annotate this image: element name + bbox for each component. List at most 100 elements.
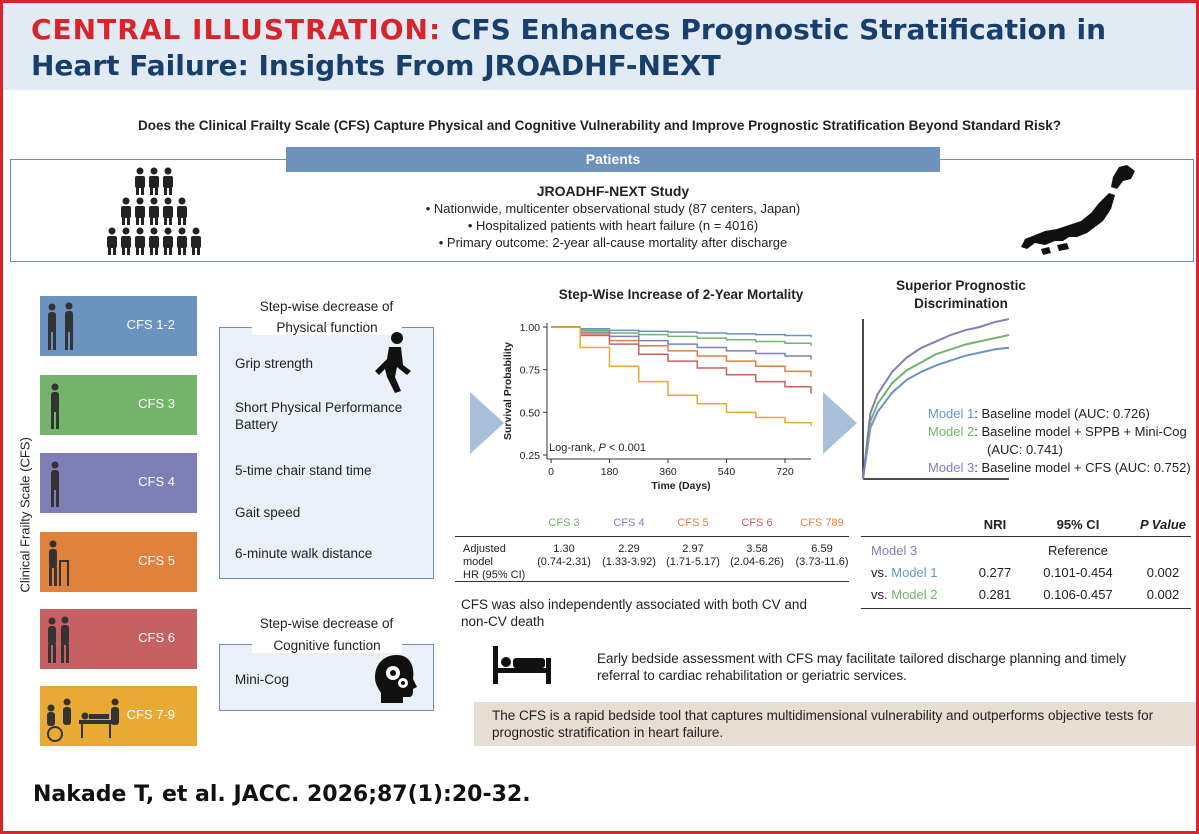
person-head [164, 197, 172, 205]
physical-item: 5-time chair stand time [235, 463, 372, 478]
hr-row-label-line: Adjusted [463, 543, 506, 555]
nri-ci: 0.106-0.457 [1043, 587, 1113, 602]
slow-person-icon [51, 461, 59, 507]
cfs-level-1-2: CFS 1-2 [40, 296, 197, 356]
hr-cell: 1.30 (0.74-2.31) [532, 543, 596, 569]
cfs-level-7-9: CFS 7-9 [40, 686, 197, 746]
flow-arrow-icon [470, 392, 504, 454]
title-line-2: Heart Failure: Insights From JROADHF-NEX… [31, 49, 721, 82]
roc-title-line-2: Discrimination [914, 296, 1008, 311]
cfs-level-label: CFS 5 [138, 553, 175, 568]
walking-figure-icon [375, 332, 411, 393]
roc-legend-model1: Model 1: Baseline model (AUC: 0.726) [928, 406, 1150, 421]
title-line-1: CENTRAL ILLUSTRATION: CFS Enhances Progn… [31, 13, 1106, 46]
hr-row-label-line: HR (95% CI) [463, 569, 526, 581]
km-chart: 0.25 0.50 0.75 1.00 0 180 360 540 720 Time (Days)… [502, 322, 812, 492]
person-leg [192, 247, 195, 255]
km-series-line [551, 326, 812, 338]
cfs-level-label: CFS 6 [138, 630, 175, 645]
person-leg [141, 187, 144, 195]
person-head [136, 227, 144, 235]
hr-ci: (2.04-6.26) [730, 556, 784, 568]
physical-function-box [219, 327, 434, 579]
study-bullet: • Primary outcome: 2-year all-cause mort… [438, 235, 788, 250]
people-group-icon [107, 167, 201, 255]
nri-p: 0.002 [1146, 587, 1180, 602]
person-leg [155, 217, 158, 225]
person-body [177, 206, 187, 218]
hr-value: 6.59 [811, 543, 833, 555]
person-body [135, 176, 145, 188]
person-head [150, 167, 158, 175]
cfs-level-label: CFS 7-9 [126, 707, 175, 722]
person-leg [169, 217, 172, 225]
vs-prefix: vs. [871, 565, 892, 580]
person-body [163, 176, 173, 188]
hr-value: 1.30 [553, 543, 575, 555]
head-gears-icon [375, 655, 417, 703]
person-body [177, 236, 187, 248]
person-body [163, 236, 173, 248]
person-head [192, 227, 200, 235]
person-leg [155, 187, 158, 195]
km-series-line [551, 326, 812, 346]
cfs-axis-label: Clinical Frailty Scale (CFS) [17, 437, 33, 593]
km-series-line [551, 326, 812, 360]
hr-value: 2.97 [682, 543, 704, 555]
person-head [136, 167, 144, 175]
person-leg [150, 217, 153, 225]
reference-model: Model 3 [871, 543, 918, 558]
conclusion-box [474, 702, 1196, 746]
person-leg [183, 247, 186, 255]
nri-ci: 0.101-0.454 [1043, 565, 1113, 580]
person-head [150, 227, 158, 235]
person-head [122, 227, 130, 235]
wheelchair-bed-icon [47, 698, 119, 742]
cfs-level-5: CFS 5 [40, 532, 197, 592]
km-chart-title: Step-Wise Increase of 2-Year Mortality [558, 287, 804, 302]
person-body [149, 176, 159, 188]
km-x-tick-label: 720 [776, 466, 794, 478]
roc-series-line [862, 346, 1010, 480]
person-body [163, 206, 173, 218]
flow-arrow-icon [823, 392, 857, 454]
hospital-bed-icon [493, 646, 551, 684]
cfs-level-6: CFS 6 [40, 609, 197, 669]
km-y-tick-label: 0.25 [520, 450, 541, 462]
hr-table-rule [455, 581, 849, 582]
km-x-tick-label: 360 [659, 466, 677, 478]
person-leg [178, 247, 181, 255]
person-head [136, 197, 144, 205]
title-text-1: CFS Enhances Prognostic Stratification i… [450, 13, 1107, 46]
person-leg [127, 217, 130, 225]
person-head [178, 227, 186, 235]
person-leg [141, 247, 144, 255]
person-body [135, 236, 145, 248]
person-body [149, 206, 159, 218]
nri-p: 0.002 [1146, 565, 1180, 580]
walker-person-icon [49, 540, 69, 586]
model2-auc: (AUC: 0.741) [987, 442, 1063, 457]
model2-name: Model 2 [928, 424, 975, 439]
person-leg [183, 217, 186, 225]
km-series-line [551, 326, 812, 377]
physical-item: Battery [235, 417, 278, 432]
hr-col-header: CFS 5 [677, 517, 709, 529]
km-series-line [551, 326, 812, 426]
logrank-label: Log-rank, P < 0.001 [549, 442, 646, 454]
nri-row-label: vs. Model 1 [871, 565, 937, 580]
hr-ci: (1.33-3.92) [602, 556, 656, 568]
hr-col-header: CFS 6 [741, 517, 773, 529]
cv-death-note: CFS was also independently associated wi… [461, 597, 807, 629]
cfs-level-label: CFS 4 [138, 474, 175, 489]
person-leg [155, 247, 158, 255]
person-leg [136, 247, 139, 255]
cognitive-caption-1: Step-wise decrease of [219, 616, 434, 631]
person-head [164, 167, 172, 175]
hr-cell: 2.29 (1.33-3.92) [597, 543, 661, 569]
cognitive-item: Mini-Cog [235, 672, 290, 687]
ci-header: 95% CI [1056, 517, 1100, 532]
roc-series-line [862, 334, 1010, 480]
assisted-person-icon [48, 616, 69, 663]
person-leg [169, 187, 172, 195]
